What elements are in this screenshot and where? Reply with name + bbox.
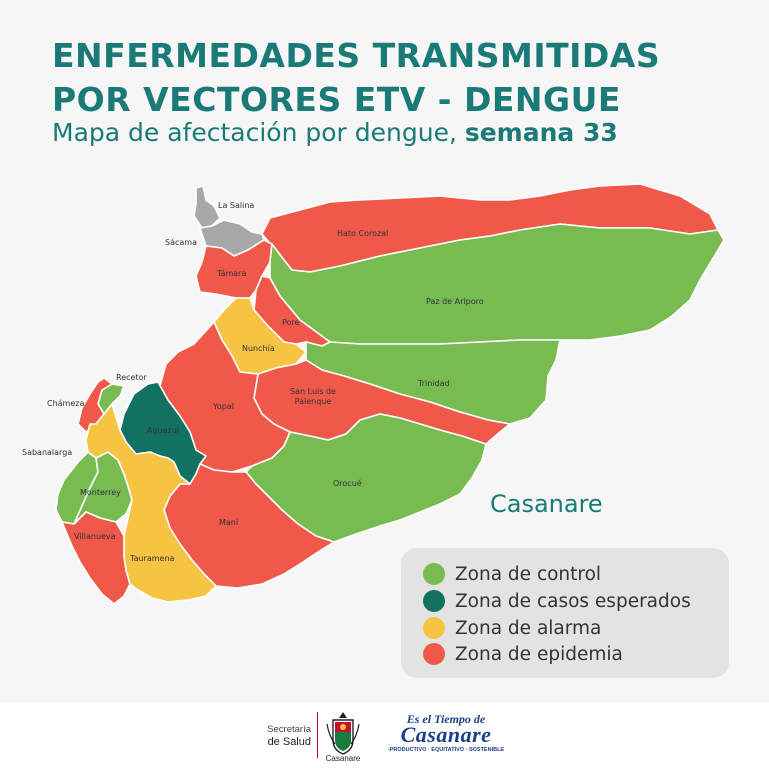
department-name: Casanare (490, 490, 603, 518)
label-tauramena: Tauramena (130, 554, 175, 563)
legend-label-control: Zona de control (455, 563, 602, 585)
label-recetor: Recetor (116, 373, 147, 382)
subtitle-prefix: Mapa de afectación por dengue, (52, 118, 465, 147)
legend-swatch-control (423, 563, 445, 585)
label-hato-corozal: Hato Corozal (337, 229, 389, 238)
title-line-2: POR VECTORES ETV - DENGUE (52, 80, 621, 119)
gobernacion-name: Casanare (325, 754, 361, 763)
title-line-1: ENFERMEDADES TRANSMITIDAS (52, 36, 661, 75)
legend-item-control: Zona de control (423, 561, 601, 587)
legend-label-alarma: Zona de alarma (455, 617, 602, 639)
campaign-logo-sub: -PRODUCTIVO · EQUITATIVO · SOSTENIBLE (387, 747, 505, 753)
legend-label-epidemia: Zona de epidemia (455, 643, 623, 665)
logo-divider (317, 712, 318, 758)
label-chameza: Chámeza (47, 399, 85, 408)
label-monterrey: Monterrey (80, 488, 121, 497)
legend-swatch-epidemia (423, 643, 445, 665)
map-subtitle: Mapa de afectación por dengue, semana 33 (52, 118, 618, 147)
footer-logos: Secretaría de Salud Casanare Es el Tiemp… (0, 702, 769, 768)
label-pore: Pore (282, 318, 300, 327)
label-la-salina: La Salina (218, 201, 255, 210)
label-aguazul: Aguazul (147, 426, 180, 435)
legend-label-esperados: Zona de casos esperados (455, 590, 691, 612)
region-villanueva[interactable] (61, 511, 131, 605)
casanare-crest-icon (326, 712, 360, 755)
campaign-logo-main: Casanare (400, 722, 492, 747)
label-orocue: Orocué (333, 479, 362, 488)
legend-swatch-alarma (423, 617, 445, 639)
label-paz-de-ariporo: Paz de Ariporo (426, 297, 484, 306)
label-yopal: Yopal (213, 402, 234, 411)
label-san-luis-de-palenque: San Luis de Palenque (283, 387, 343, 407)
label-nunchia: Nunchía (242, 344, 275, 353)
label-sacama: Sácama (165, 238, 197, 247)
san-luis-de-palenque-text: San Luis de Palenque (290, 387, 336, 406)
label-mani: Maní (219, 518, 239, 527)
legend-item-alarma: Zona de alarma (423, 615, 601, 641)
page-title: ENFERMEDADES TRANSMITIDAS POR VECTORES E… (52, 34, 660, 122)
label-tamara: Támara (217, 269, 247, 278)
label-trinidad: Trinidad (418, 379, 450, 388)
legend-item-esperados: Zona de casos esperados (423, 588, 691, 614)
legend-swatch-esperados (423, 590, 445, 612)
label-sabanalarga: Sabanalarga (22, 448, 73, 457)
region-la-salina[interactable] (193, 185, 221, 229)
secretaria-line-1: Secretaría (267, 724, 311, 735)
campaign-logo: Es el Tiempo de Casanare -PRODUCTIVO · E… (382, 712, 510, 758)
campaign-logo-top: Es el Tiempo de (406, 712, 486, 726)
subtitle-week: semana 33 (464, 118, 618, 147)
region-tauramena[interactable] (85, 403, 217, 603)
label-villanueva: Villanueva (74, 532, 116, 541)
secretaria-line-2: de Salud (267, 736, 311, 748)
secretaria-salud-logo: Secretaría de Salud (255, 724, 311, 748)
map-legend: Zona de control Zona de casos esperados … (401, 548, 729, 678)
legend-item-epidemia: Zona de epidemia (423, 641, 623, 667)
